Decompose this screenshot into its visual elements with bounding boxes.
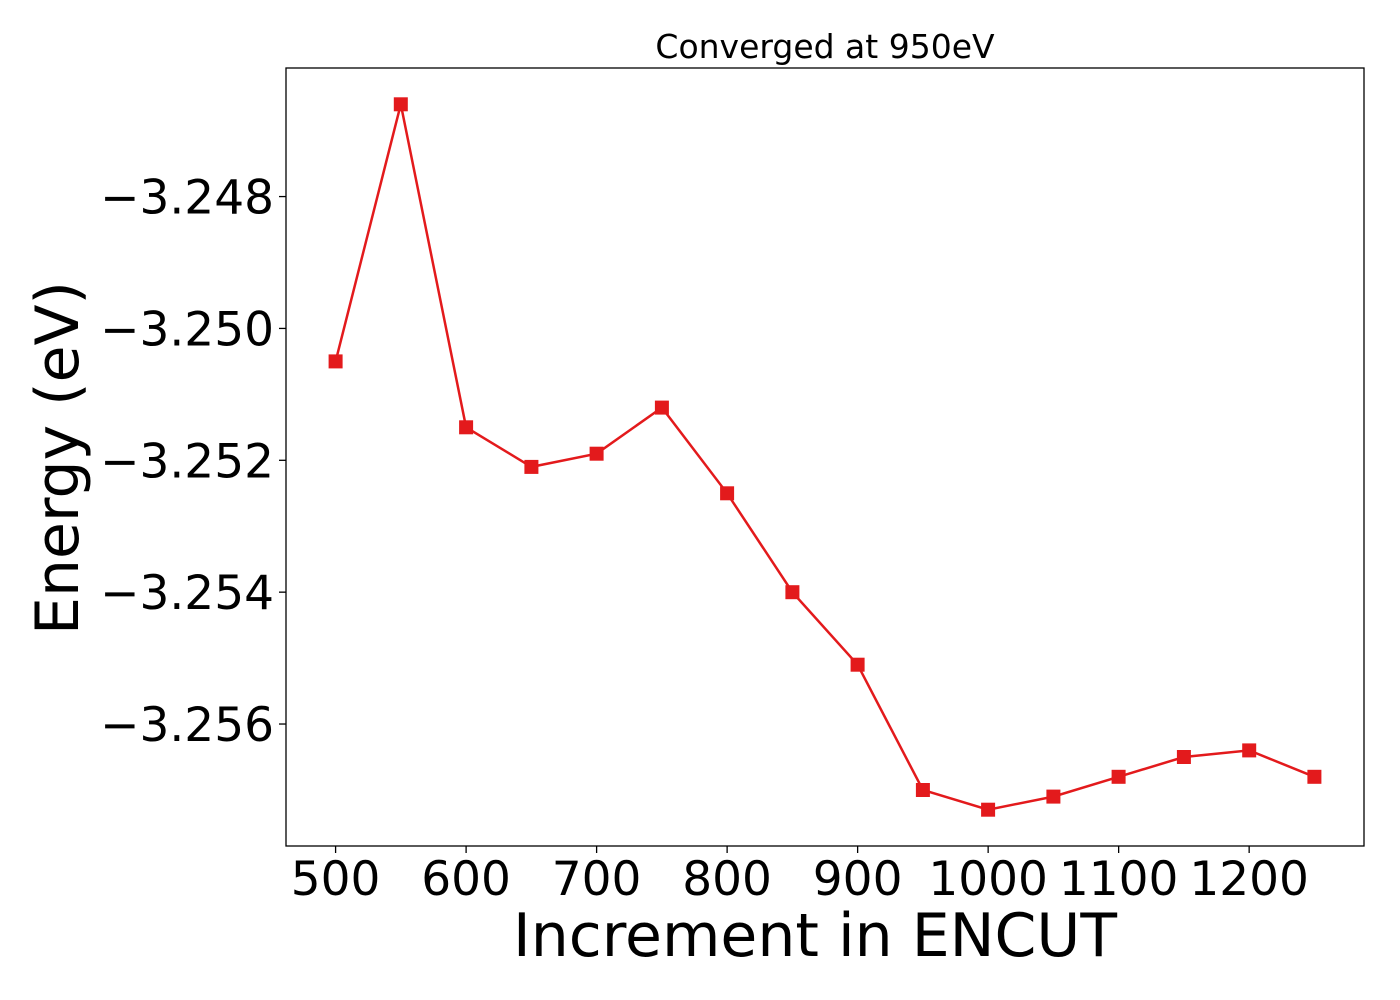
series-layer — [328, 97, 1322, 817]
x-tick-label: 900 — [813, 852, 903, 907]
data-point — [720, 486, 735, 501]
x-tick-label: 800 — [682, 852, 772, 907]
data-point — [1111, 769, 1126, 784]
x-tick-label: 600 — [421, 852, 511, 907]
chart-title: Converged at 950eV — [655, 27, 995, 66]
data-point — [328, 354, 343, 369]
x-axis-label: Increment in ENCUT — [513, 901, 1117, 971]
data-point — [1307, 769, 1322, 784]
x-tick-label: 1100 — [1059, 852, 1179, 907]
data-point — [785, 585, 800, 600]
x-axis: 500 600 700 800 900 1000 1100 1200 — [291, 846, 1309, 907]
y-tick-label: −3.252 — [100, 434, 274, 489]
series-line — [334, 103, 1315, 811]
y-tick-label: −3.256 — [100, 698, 274, 753]
data-point — [1046, 789, 1061, 804]
plot-frame — [285, 67, 1365, 847]
data-point — [1242, 743, 1257, 758]
data-point — [393, 97, 408, 112]
y-tick-label: −3.248 — [100, 171, 274, 226]
data-point — [850, 657, 865, 672]
data-point — [915, 783, 930, 797]
data-point — [654, 400, 669, 415]
y-tick-label: −3.250 — [100, 302, 274, 357]
data-point — [524, 459, 539, 474]
y-axis-label: Energy (eV) — [23, 281, 93, 635]
y-axis: −3.248 −3.250 −3.252 −3.254 −3.256 — [100, 171, 286, 753]
data-point — [589, 446, 604, 461]
x-tick-label: 1000 — [928, 852, 1048, 907]
data-point — [1176, 750, 1191, 764]
data-point — [981, 802, 996, 817]
x-tick-label: 1200 — [1189, 852, 1309, 907]
x-tick-label: 500 — [291, 852, 381, 907]
data-point — [459, 420, 474, 435]
x-tick-label: 700 — [552, 852, 642, 907]
y-tick-label: −3.254 — [100, 566, 274, 621]
